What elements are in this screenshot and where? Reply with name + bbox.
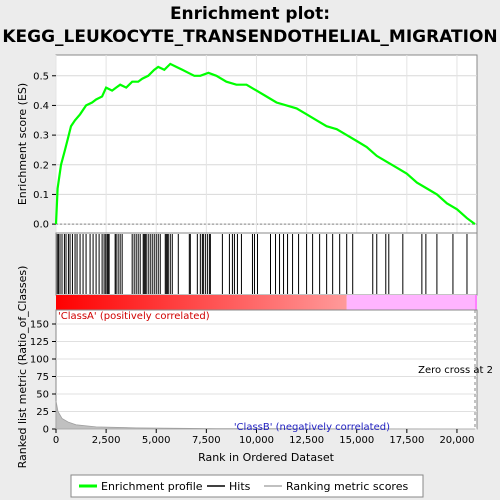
class-b-bar xyxy=(346,295,475,310)
class-a-label: 'ClassA' (positively correlated) xyxy=(58,311,210,322)
x-tick-label: 2,500 xyxy=(92,435,121,446)
x-tick-label: 17,500 xyxy=(389,435,424,446)
legend-metric-label: Ranking metric scores xyxy=(286,480,408,493)
metric-tick-label: 125 xyxy=(30,337,49,348)
metric-panel xyxy=(55,309,478,430)
x-tick-label: 20,000 xyxy=(439,435,474,446)
x-tick-label: 5,000 xyxy=(142,435,171,446)
hits-panel xyxy=(55,232,478,296)
metric-tick-label: 25 xyxy=(36,407,49,418)
x-axis-label: Rank in Ordered Dataset xyxy=(198,451,335,464)
es-y-axis: 0.0 0.1 0.2 0.3 0.4 0.5 xyxy=(33,71,56,231)
es-tick-label: 0.2 xyxy=(33,160,49,171)
metric-y-axis: 0 25 50 75 100 125 150 xyxy=(30,320,56,436)
hits-marks xyxy=(56,234,468,294)
metric-y-axis-label: Ranked list metric (Ratio_of_Classes) xyxy=(16,266,29,469)
x-tick-label: 12,500 xyxy=(289,435,324,446)
legend-box xyxy=(70,474,424,498)
legend: Enrichment profile Hits Ranking metric s… xyxy=(70,474,424,498)
metric-tick-label: 100 xyxy=(30,355,49,366)
metric-tick-label: 0 xyxy=(43,425,49,436)
enrichment-profile-line xyxy=(54,62,476,225)
enrichment-profile xyxy=(54,62,476,225)
x-tick-label: 15,000 xyxy=(339,435,374,446)
x-tick-label: 10,000 xyxy=(239,435,274,446)
es-grid xyxy=(55,55,477,233)
es-tick-label: 0.1 xyxy=(33,190,49,201)
es-y-axis-label: Enrichment score (ES) xyxy=(16,83,29,205)
class-b-tail xyxy=(474,295,477,310)
es-tick-label: 0.3 xyxy=(33,131,49,142)
x-tick-label: 7,500 xyxy=(192,435,221,446)
legend-hits-label: Hits xyxy=(229,480,251,493)
ranking-metric-scores xyxy=(55,310,476,430)
es-panel xyxy=(55,54,478,234)
ranking-metric-area xyxy=(55,400,475,430)
class-a-bar xyxy=(56,295,347,310)
plot-title-line1: Enrichment plot: xyxy=(170,4,330,24)
class-color-bar xyxy=(56,295,477,310)
metric-tick-label: 50 xyxy=(36,390,49,401)
x-axis: 0 2,500 5,000 7,500 10,000 12,500 15,000 17,500… xyxy=(53,429,474,446)
x-tick-label: 0 xyxy=(53,435,59,446)
class-b-label: 'ClassB' (negatively correlated) xyxy=(234,422,390,433)
metric-tick-label: 150 xyxy=(30,320,49,331)
es-tick-label: 0.5 xyxy=(33,71,49,82)
zero-cross-label: Zero cross at 2 xyxy=(418,365,493,376)
es-tick-label: 0.0 xyxy=(33,220,49,231)
legend-enrichment-label: Enrichment profile xyxy=(101,480,203,493)
plot-title-line2: KEGG_LEUKOCYTE_TRANSENDOTHELIAL_MIGRATIO… xyxy=(2,27,497,47)
metric-tick-label: 75 xyxy=(36,372,49,383)
es-tick-label: 0.4 xyxy=(33,101,49,112)
